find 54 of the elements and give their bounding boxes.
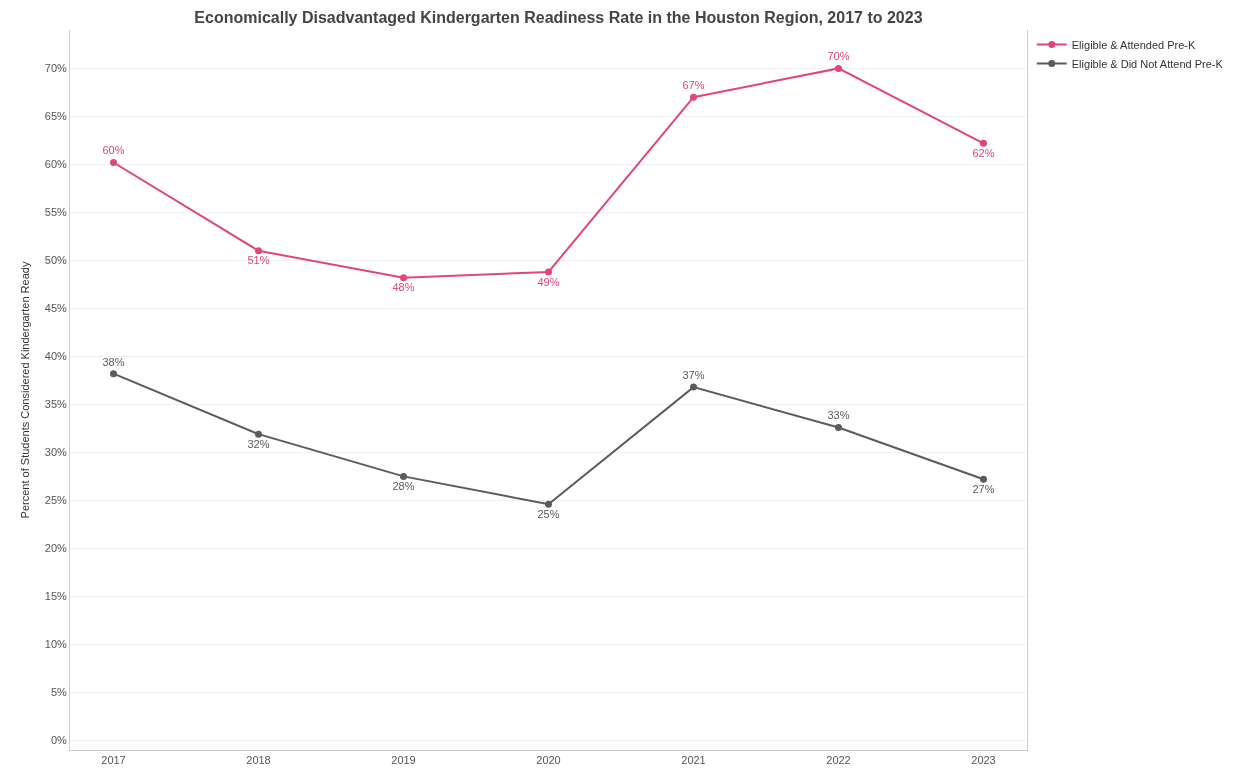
y-tick-label: 5% [50, 686, 68, 699]
x-tick-label: 2017 [101, 754, 126, 767]
point [400, 274, 407, 282]
y-axis-title: Percent of Students Considered Kindergarten Ready [19, 261, 32, 519]
y-tick-label: 60% [44, 158, 67, 171]
data-label: 67% [682, 79, 705, 92]
x-tick-label: 2020 [536, 754, 561, 767]
y-tick-label: 65% [44, 110, 67, 123]
legend-label: Eligible & Did Not Attend Pre-K [1071, 57, 1224, 70]
y-tick-label: 70% [44, 62, 67, 75]
data-label: 38% [102, 355, 125, 368]
y-tick-label: 10% [44, 638, 67, 651]
point [110, 370, 117, 378]
y-tick-label: 55% [44, 206, 67, 219]
point [690, 383, 697, 391]
data-label: 27% [972, 482, 995, 495]
x-tick-label: 2021 [681, 754, 706, 767]
data-label: 62% [972, 146, 995, 159]
y-tick-label: 20% [44, 542, 67, 555]
point [690, 93, 697, 101]
y-tick-label: 50% [44, 254, 67, 267]
point [835, 64, 842, 72]
y-tick-label: 40% [44, 350, 67, 363]
x-tick-label: 2022 [826, 754, 851, 767]
data-label: 37% [682, 368, 705, 381]
data-label: 48% [392, 281, 415, 294]
data-label: 51% [247, 254, 270, 267]
point [980, 139, 987, 147]
data-label: 32% [247, 437, 270, 450]
y-tick-label: 30% [44, 446, 67, 459]
legend-label: Eligible & Attended Pre-K [1071, 38, 1196, 51]
data-label: 70% [827, 50, 850, 63]
y-tick-label: 35% [44, 398, 67, 411]
y-tick-label: 45% [44, 302, 67, 315]
point [545, 268, 552, 276]
chart-title: Economically Disadvantaged Kindergarten Readiness Rate in the Houston Region, 2017 to 2023 [194, 8, 923, 26]
point [545, 500, 552, 508]
x-tick-label: 2023 [971, 754, 996, 767]
data-label: 33% [827, 409, 850, 422]
data-label: 25% [537, 507, 560, 520]
y-tick-label: 25% [44, 494, 67, 507]
point [400, 472, 407, 480]
point [255, 247, 262, 255]
x-tick-label: 2018 [246, 754, 271, 767]
point [255, 430, 262, 438]
data-label: 60% [102, 144, 125, 157]
y-tick-label: 15% [44, 590, 67, 603]
point [110, 158, 117, 166]
y-tick-label: 0% [50, 734, 68, 747]
data-label: 28% [392, 480, 415, 493]
data-label: 49% [537, 275, 560, 288]
point [980, 475, 987, 483]
x-tick-label: 2019 [391, 754, 416, 767]
point [835, 423, 842, 431]
